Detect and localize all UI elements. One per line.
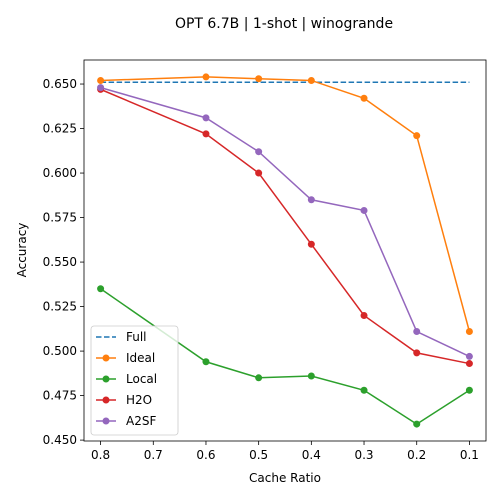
data-point-h2o: [308, 241, 315, 248]
data-point-ideal: [255, 75, 262, 82]
series-line-h2o: [101, 89, 470, 363]
x-tick-label: 0.3: [354, 448, 373, 462]
x-tick-label: 0.4: [302, 448, 321, 462]
data-point-local: [202, 358, 209, 365]
y-axis-label: Accuracy: [15, 223, 29, 278]
legend: Full Ideal Local H2O A2SF: [91, 326, 178, 435]
data-point-local: [97, 285, 104, 292]
x-tick-label: 0.1: [460, 448, 479, 462]
x-axis-label: Cache Ratio: [249, 471, 321, 485]
series-line-a2sf: [101, 88, 470, 357]
data-point-h2o: [361, 312, 368, 319]
data-point-local: [361, 387, 368, 394]
y-tick-label: 0.500: [43, 344, 77, 358]
x-tick-label: 0.5: [249, 448, 268, 462]
legend-marker-a2sf: [103, 418, 110, 425]
y-axis: 0.450 0.475 0.500 0.525 0.550 0.575 0.600 0.625…: [43, 77, 84, 447]
legend-marker-local: [103, 376, 110, 383]
data-point-a2sf: [466, 353, 473, 360]
x-tick-label: 0.8: [91, 448, 110, 462]
data-point-a2sf: [97, 84, 104, 91]
data-point-a2sf: [202, 114, 209, 121]
y-tick-label: 0.625: [43, 122, 77, 136]
chart-title: OPT 6.7B | 1-shot | winogrande: [175, 16, 393, 32]
y-tick-label: 0.550: [43, 255, 77, 269]
data-point-ideal: [413, 132, 420, 139]
data-point-a2sf: [413, 328, 420, 335]
data-point-h2o: [255, 170, 262, 177]
data-point-ideal: [97, 77, 104, 84]
data-point-ideal: [361, 95, 368, 102]
data-point-h2o: [466, 360, 473, 367]
data-point-local: [413, 421, 420, 428]
legend-label-a2sf: A2SF: [126, 414, 156, 428]
x-tick-label: 0.6: [196, 448, 215, 462]
data-point-local: [308, 373, 315, 380]
data-point-a2sf: [255, 148, 262, 155]
series-line-ideal: [101, 77, 470, 332]
data-point-ideal: [466, 328, 473, 335]
x-tick-label: 0.2: [407, 448, 426, 462]
legend-label-h2o: H2O: [126, 393, 152, 407]
x-axis: 0.8 0.7 0.6 0.5 0.4 0.3 0.2 0.1: [91, 441, 479, 462]
legend-label-ideal: Ideal: [126, 351, 155, 365]
data-point-a2sf: [308, 196, 315, 203]
y-tick-label: 0.650: [43, 77, 77, 91]
data-point-local: [466, 387, 473, 394]
data-point-h2o: [413, 349, 420, 356]
x-tick-label: 0.7: [144, 448, 163, 462]
legend-label-local: Local: [126, 372, 157, 386]
y-tick-label: 0.600: [43, 166, 77, 180]
y-tick-label: 0.450: [43, 433, 77, 447]
legend-marker-h2o: [103, 397, 110, 404]
y-tick-label: 0.525: [43, 300, 77, 314]
legend-marker-ideal: [103, 355, 110, 362]
y-tick-label: 0.475: [43, 389, 77, 403]
data-point-local: [255, 374, 262, 381]
data-point-h2o: [202, 130, 209, 137]
data-point-a2sf: [361, 207, 368, 214]
y-tick-label: 0.575: [43, 211, 77, 225]
data-point-ideal: [308, 77, 315, 84]
data-point-ideal: [202, 73, 209, 80]
legend-label-full: Full: [126, 330, 147, 344]
